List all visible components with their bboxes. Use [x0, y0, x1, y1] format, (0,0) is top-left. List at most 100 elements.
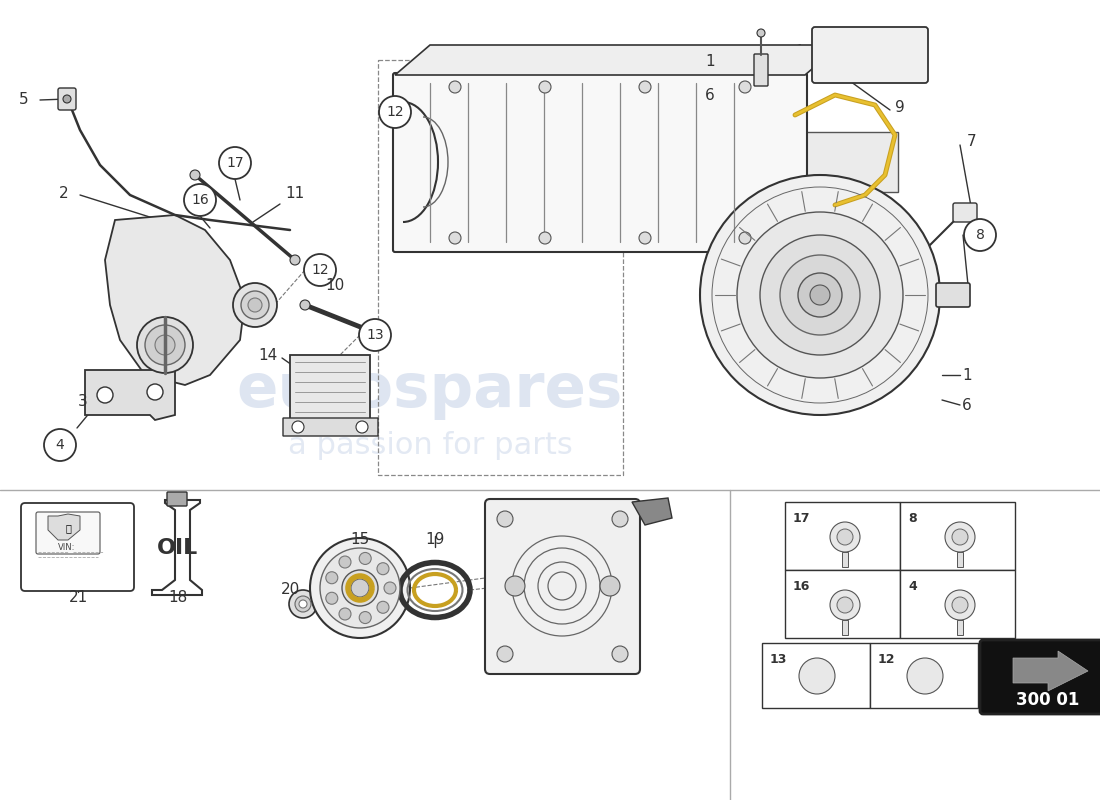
FancyBboxPatch shape — [980, 640, 1100, 714]
Circle shape — [155, 335, 175, 355]
Text: 13: 13 — [770, 653, 788, 666]
Circle shape — [612, 511, 628, 527]
Circle shape — [612, 646, 628, 662]
Circle shape — [799, 658, 835, 694]
Circle shape — [356, 421, 369, 433]
Circle shape — [295, 596, 311, 612]
Circle shape — [739, 81, 751, 93]
Text: 1: 1 — [705, 54, 715, 70]
Circle shape — [497, 511, 513, 527]
Polygon shape — [290, 355, 370, 430]
FancyBboxPatch shape — [58, 88, 76, 110]
Circle shape — [299, 600, 307, 608]
Circle shape — [63, 95, 72, 103]
Text: 2: 2 — [58, 186, 68, 201]
Bar — [762, 643, 870, 708]
Text: 12: 12 — [311, 263, 329, 277]
Text: 15: 15 — [351, 533, 370, 547]
Circle shape — [798, 273, 842, 317]
FancyBboxPatch shape — [283, 418, 378, 436]
Text: 9: 9 — [895, 101, 905, 115]
Bar — [900, 570, 1015, 638]
Text: 21: 21 — [68, 590, 88, 606]
Text: 16: 16 — [191, 193, 209, 207]
Circle shape — [190, 170, 200, 180]
Circle shape — [600, 576, 620, 596]
FancyBboxPatch shape — [953, 203, 977, 222]
Circle shape — [952, 529, 968, 545]
Text: 17: 17 — [227, 156, 244, 170]
Circle shape — [810, 285, 830, 305]
Text: 4: 4 — [908, 580, 916, 593]
Text: 4: 4 — [56, 438, 65, 452]
Circle shape — [780, 255, 860, 335]
Text: 11: 11 — [285, 186, 305, 201]
Circle shape — [233, 283, 277, 327]
Circle shape — [837, 597, 852, 613]
Text: 17: 17 — [793, 512, 811, 525]
FancyBboxPatch shape — [485, 499, 640, 674]
Text: 10: 10 — [326, 278, 344, 293]
Circle shape — [830, 590, 860, 620]
Bar — [870, 643, 978, 708]
Circle shape — [310, 538, 410, 638]
Polygon shape — [395, 45, 840, 75]
Polygon shape — [48, 514, 80, 540]
Circle shape — [184, 184, 216, 216]
Circle shape — [952, 597, 968, 613]
Bar — [378, 60, 623, 475]
Circle shape — [326, 592, 338, 604]
Circle shape — [964, 219, 996, 251]
Circle shape — [248, 298, 262, 312]
Polygon shape — [632, 498, 672, 525]
Text: VIN:: VIN: — [58, 543, 76, 552]
Circle shape — [290, 255, 300, 265]
Text: 8: 8 — [908, 512, 916, 525]
Circle shape — [737, 212, 903, 378]
Text: 13: 13 — [366, 328, 384, 342]
Circle shape — [377, 602, 389, 614]
FancyBboxPatch shape — [842, 620, 848, 635]
Circle shape — [449, 81, 461, 93]
Text: 7: 7 — [967, 134, 977, 150]
Polygon shape — [85, 370, 175, 420]
Text: 16: 16 — [793, 580, 811, 593]
Text: 8: 8 — [976, 228, 984, 242]
Circle shape — [497, 646, 513, 662]
Circle shape — [539, 81, 551, 93]
Circle shape — [377, 562, 389, 574]
FancyBboxPatch shape — [957, 552, 962, 567]
Circle shape — [138, 317, 192, 373]
Text: eurospares: eurospares — [236, 361, 624, 419]
Circle shape — [908, 658, 943, 694]
Text: 300 01: 300 01 — [1016, 691, 1080, 709]
FancyBboxPatch shape — [812, 27, 928, 83]
Text: 12: 12 — [878, 653, 895, 666]
Circle shape — [830, 522, 860, 552]
Circle shape — [360, 553, 371, 565]
Text: 12: 12 — [386, 105, 404, 119]
FancyBboxPatch shape — [167, 492, 187, 506]
Circle shape — [44, 429, 76, 461]
Text: 1: 1 — [962, 367, 971, 382]
Circle shape — [289, 590, 317, 618]
FancyBboxPatch shape — [842, 552, 848, 567]
FancyBboxPatch shape — [936, 283, 970, 307]
Text: 14: 14 — [258, 347, 278, 362]
Polygon shape — [152, 500, 202, 595]
Circle shape — [147, 384, 163, 400]
Text: 6: 6 — [962, 398, 971, 413]
Text: OIL: OIL — [156, 538, 198, 558]
Circle shape — [363, 325, 373, 335]
Circle shape — [320, 548, 400, 628]
Text: 19: 19 — [426, 533, 444, 547]
Bar — [785, 502, 900, 570]
FancyBboxPatch shape — [957, 620, 962, 635]
Text: 6: 6 — [705, 87, 715, 102]
Polygon shape — [1013, 651, 1088, 691]
Text: 2015: 2015 — [742, 233, 898, 287]
FancyBboxPatch shape — [393, 73, 807, 252]
Circle shape — [97, 387, 113, 403]
Circle shape — [300, 300, 310, 310]
Circle shape — [449, 232, 461, 244]
